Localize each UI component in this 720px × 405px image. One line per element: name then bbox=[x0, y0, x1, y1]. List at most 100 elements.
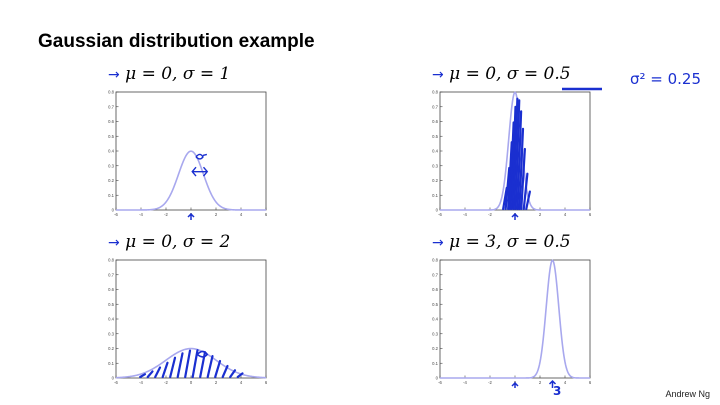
hatch-stroke bbox=[516, 110, 523, 211]
panel-title-1: → μ = 0, σ = 1 bbox=[108, 64, 230, 84]
panel-title-2: → μ = 0, σ = 0.5 bbox=[432, 64, 571, 84]
x-tick-label: 6 bbox=[265, 212, 268, 217]
y-tick-label: 0.7 bbox=[432, 104, 438, 109]
footer-author: Andrew Ng bbox=[665, 389, 710, 399]
hand-width-arrow bbox=[191, 166, 209, 177]
hatch-stroke bbox=[518, 127, 525, 211]
x-tick-label: 2 bbox=[539, 380, 542, 385]
panel-title-3: → μ = 0, σ = 2 bbox=[108, 232, 230, 252]
y-tick-label: 0.2 bbox=[108, 178, 114, 183]
x-tick-label: 2 bbox=[539, 212, 542, 217]
panel-title-text: μ = 0, σ = 0.5 bbox=[449, 64, 571, 84]
plot-frame bbox=[439, 259, 591, 379]
hand-arrow-icon: → bbox=[108, 235, 120, 251]
hand-arrow-icon: → bbox=[432, 67, 444, 83]
hatch-stroke bbox=[504, 166, 511, 211]
gaussian-chart-1: 00.10.20.30.40.50.60.70.8-6 -4 -2 0 2 4 6 bbox=[108, 90, 268, 220]
x-tick-label: -6 bbox=[114, 380, 118, 385]
x-tick-label: -6 bbox=[438, 212, 442, 217]
hatch-stroke bbox=[221, 364, 229, 379]
y-tick-label: 0.8 bbox=[432, 258, 438, 263]
x-tick-label: 0 bbox=[190, 380, 193, 385]
y-tick-label: 0.2 bbox=[108, 346, 114, 351]
x-tick-label: 2 bbox=[215, 212, 218, 217]
hatch-stroke bbox=[507, 141, 513, 211]
hatch-stroke bbox=[154, 366, 162, 379]
gaussian-curve bbox=[116, 150, 266, 211]
gaussian-curve bbox=[440, 259, 590, 379]
y-tick-label: 0.3 bbox=[432, 163, 438, 168]
x-tick-label: -2 bbox=[164, 212, 168, 217]
hatch-stroke bbox=[139, 373, 147, 379]
y-tick-label: 0.8 bbox=[108, 258, 114, 263]
x-tick-label: -6 bbox=[438, 380, 442, 385]
x-tick-label: 4 bbox=[564, 212, 567, 217]
x-tick-label: -4 bbox=[139, 212, 143, 217]
x-tick-label: -6 bbox=[114, 212, 118, 217]
panel-title-text: μ = 0, σ = 2 bbox=[125, 232, 231, 252]
x-tick-label: 2 bbox=[215, 380, 218, 385]
hatch-stroke bbox=[236, 372, 244, 379]
hatch-stroke bbox=[525, 190, 531, 211]
gaussian-chart-2: 00.10.20.30.40.50.60.70.8-6 -4 -2 0 2 4 6 bbox=[432, 90, 592, 220]
y-tick-label: 0.1 bbox=[432, 361, 438, 366]
y-tick-label: 0.4 bbox=[108, 149, 114, 154]
y-tick-label: 0.7 bbox=[432, 272, 438, 277]
y-tick-label: 0.7 bbox=[108, 104, 114, 109]
y-tick-label: 0.8 bbox=[432, 90, 438, 95]
hatch-stroke bbox=[206, 355, 214, 379]
panel-title-4: → μ = 3, σ = 0.5 bbox=[432, 232, 571, 252]
x-tick-label: 6 bbox=[589, 212, 592, 217]
hatch-stroke bbox=[229, 369, 237, 379]
y-tick-label: 0.3 bbox=[108, 163, 114, 168]
y-tick-label: 0.8 bbox=[108, 90, 114, 95]
y-tick-label: 0.5 bbox=[432, 302, 438, 307]
gaussian-chart-3: 0 0.1 0.2 0.3 0.4 0.5 0.6 0.7 0.8 -6 -4 -2 0 2 4 6 bbox=[108, 258, 268, 386]
hatch-stroke bbox=[510, 105, 517, 211]
y-tick-label: 0.3 bbox=[108, 331, 114, 336]
y-tick-label: 0 bbox=[436, 208, 439, 213]
hatch-stroke bbox=[512, 97, 519, 211]
hand-arrow-icon: → bbox=[432, 235, 444, 251]
hand-up-arrow bbox=[511, 212, 519, 220]
y-tick-label: 0.7 bbox=[108, 272, 114, 277]
panel-title-text: μ = 3, σ = 0.5 bbox=[449, 232, 571, 252]
x-tick-label: 4 bbox=[240, 380, 243, 385]
x-tick-label: 6 bbox=[589, 380, 592, 385]
y-tick-label: 0.1 bbox=[108, 193, 114, 198]
x-tick-label: -2 bbox=[488, 380, 492, 385]
hatch-stroke bbox=[184, 349, 192, 379]
x-tick-label: -4 bbox=[139, 380, 143, 385]
y-tick-label: 0.2 bbox=[432, 346, 438, 351]
x-tick-label: -4 bbox=[463, 212, 467, 217]
hatch-stroke bbox=[169, 356, 177, 379]
y-tick-label: 0.3 bbox=[432, 331, 438, 336]
hatch-stroke bbox=[176, 352, 184, 379]
hand-arrow-icon: → bbox=[108, 67, 120, 83]
gaussian-curve bbox=[440, 91, 590, 211]
x-tick-label: -2 bbox=[164, 380, 168, 385]
hatch-stroke bbox=[522, 172, 529, 211]
y-tick-label: 0.1 bbox=[432, 193, 438, 198]
y-tick-label: 0 bbox=[112, 208, 115, 213]
x-tick-label: 4 bbox=[564, 380, 567, 385]
y-tick-label: 0.4 bbox=[108, 317, 114, 322]
x-tick-label: 4 bbox=[240, 212, 243, 217]
y-tick-label: 0.1 bbox=[108, 361, 114, 366]
hand-up-arrow bbox=[187, 212, 195, 220]
panel-title-text: μ = 0, σ = 1 bbox=[125, 64, 231, 84]
hatch-stroke bbox=[191, 349, 199, 379]
handwritten-variance-note: σ² = 0.25 bbox=[630, 70, 702, 88]
hatch-stroke bbox=[508, 121, 515, 211]
slide-title: Gaussian distribution example bbox=[38, 31, 315, 52]
plot-frame bbox=[115, 259, 267, 379]
y-tick-label: 0.2 bbox=[432, 178, 438, 183]
handwritten-underline bbox=[562, 87, 602, 91]
y-tick-label: 0.6 bbox=[108, 119, 114, 124]
hand-up-arrow bbox=[548, 379, 557, 388]
x-tick-label: -2 bbox=[488, 212, 492, 217]
hand-sigma-mark bbox=[195, 153, 208, 160]
x-tick-label: 6 bbox=[265, 380, 268, 385]
hand-scribble bbox=[196, 350, 209, 358]
hatch-stroke bbox=[214, 359, 222, 379]
